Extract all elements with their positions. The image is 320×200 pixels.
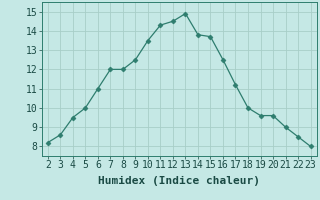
X-axis label: Humidex (Indice chaleur): Humidex (Indice chaleur) [98, 176, 260, 186]
